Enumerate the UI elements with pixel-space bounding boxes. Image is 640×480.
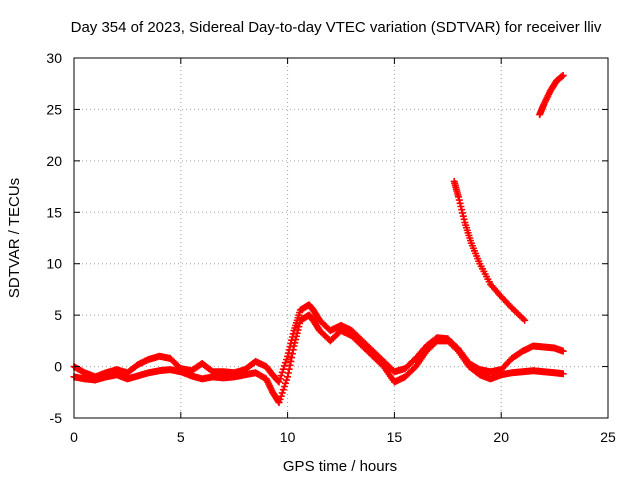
- data-point: [276, 375, 284, 383]
- data-point: [285, 365, 293, 373]
- y-tick-label: -5: [50, 410, 63, 426]
- y-tick-label: 15: [46, 204, 62, 220]
- data-point: [284, 352, 292, 360]
- data-point: [284, 349, 292, 357]
- grid-lines: [74, 58, 608, 418]
- data-point: [283, 376, 291, 384]
- data-point: [277, 372, 285, 380]
- y-tick-label: 0: [54, 359, 62, 375]
- data-points: [70, 71, 567, 407]
- x-tick-label: 10: [280, 429, 296, 445]
- x-tick-label: 25: [600, 429, 616, 445]
- x-tick-label: 0: [70, 429, 78, 445]
- data-point: [521, 316, 529, 324]
- data-point: [278, 368, 286, 376]
- y-tick-label: 5: [54, 307, 62, 323]
- chart-title: Day 354 of 2023, Sidereal Day-to-day VTE…: [71, 19, 602, 36]
- plot-frame: [73, 57, 609, 419]
- data-point: [287, 357, 295, 365]
- y-tick-label: 25: [46, 101, 62, 117]
- data-point: [456, 199, 464, 207]
- x-axis-label: GPS time / hours: [283, 458, 397, 475]
- data-point: [280, 362, 288, 370]
- data-point: [295, 323, 303, 331]
- data-point: [284, 369, 292, 377]
- data-point: [279, 386, 287, 394]
- data-point: [281, 379, 289, 387]
- y-tick-label: 30: [46, 50, 62, 66]
- data-point: [286, 343, 294, 351]
- data-point: [458, 209, 466, 217]
- data-point: [275, 378, 283, 386]
- y-axis-label: SDTVAR / TECUs: [6, 178, 23, 298]
- data-point: [458, 206, 466, 214]
- data-point: [280, 383, 288, 390]
- data-point: [459, 212, 467, 220]
- data-point: [559, 347, 567, 355]
- y-tick-label: 10: [46, 256, 62, 272]
- data-point: [279, 365, 287, 373]
- data-point: [275, 399, 283, 407]
- data-point: [455, 196, 463, 204]
- data-point: [276, 395, 284, 403]
- data-point: [278, 389, 286, 397]
- data-point: [454, 193, 462, 201]
- y-tick-label: 20: [46, 153, 62, 169]
- data-point: [283, 356, 291, 363]
- data-point: [281, 359, 289, 367]
- data-point: [460, 215, 468, 223]
- data-point: [289, 330, 297, 338]
- data-point: [284, 373, 292, 381]
- x-tick-label: 15: [387, 429, 403, 445]
- axis-ticks: 0 5 10 15 20 25 -5 0 5 10 15 20 25 30: [46, 50, 616, 445]
- x-tick-label: 20: [493, 429, 509, 445]
- data-point: [559, 71, 567, 79]
- data-point: [457, 203, 465, 210]
- data-point: [288, 354, 296, 362]
- data-point: [288, 336, 296, 344]
- data-point: [288, 333, 296, 341]
- data-point: [559, 370, 567, 378]
- data-point: [277, 392, 285, 400]
- data-point: [285, 346, 293, 354]
- x-tick-label: 5: [177, 429, 185, 445]
- data-point: [287, 339, 295, 347]
